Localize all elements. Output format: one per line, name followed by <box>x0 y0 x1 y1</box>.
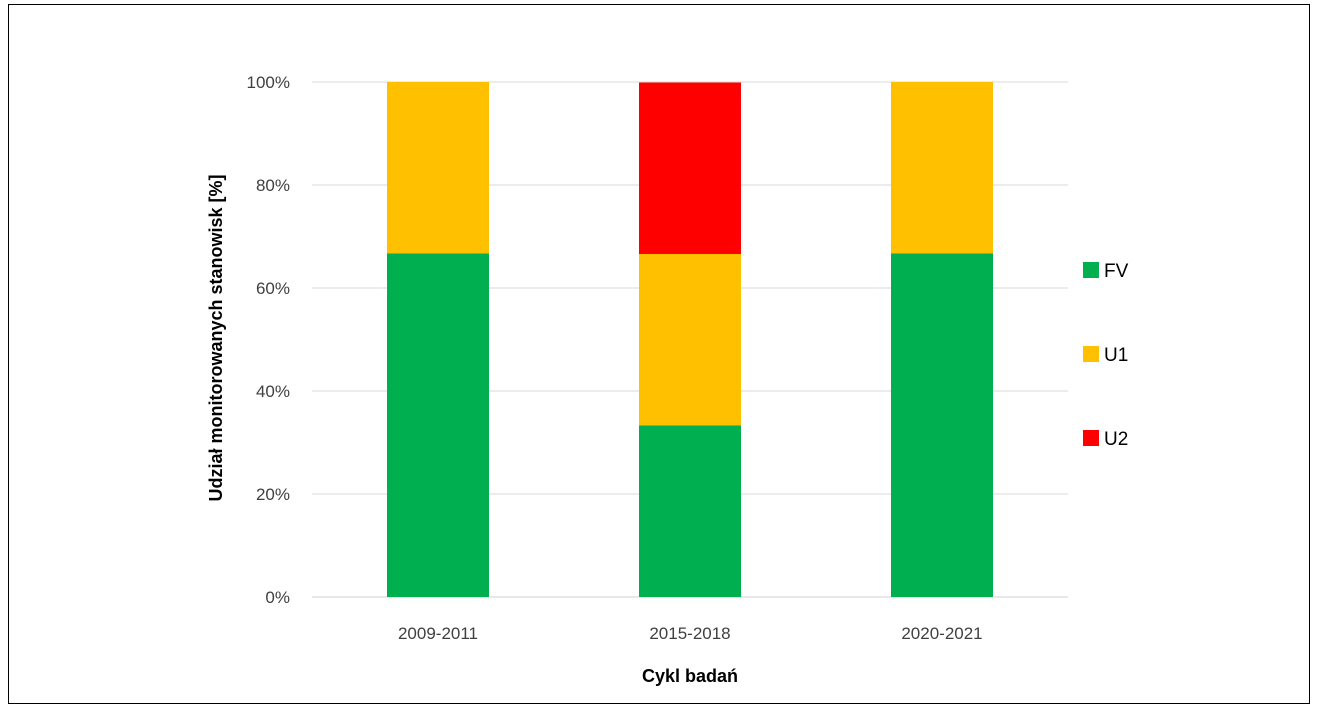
bar-u1-2020-2021 <box>891 82 993 254</box>
legend-label-u2: U2 <box>1104 429 1128 450</box>
y-axis-ticks: 0% 20% 40% 60% 80% 100% <box>247 73 290 607</box>
y-tick-label: 60% <box>256 279 290 298</box>
x-tick-label: 2015-2018 <box>649 624 730 643</box>
y-tick-label: 40% <box>256 382 290 401</box>
legend-label-fv: FV <box>1104 261 1129 282</box>
legend: FV U1 U2 <box>1083 261 1129 450</box>
x-axis-title: Cykl badań <box>642 666 738 686</box>
legend-swatch-u2 <box>1083 430 1099 446</box>
bar-fv-2020-2021 <box>891 253 993 597</box>
x-tick-label: 2020-2021 <box>901 624 982 643</box>
y-tick-label: 0% <box>265 588 290 607</box>
x-axis-ticks: 2009-2011 2015-2018 2020-2021 <box>398 624 983 643</box>
bar-u2-2015-2018 <box>639 82 741 255</box>
bar-u1-2015-2018 <box>639 254 741 426</box>
y-tick-label: 20% <box>256 485 290 504</box>
bar-fv-2015-2018 <box>639 425 741 597</box>
y-tick-label: 80% <box>256 176 290 195</box>
bars <box>387 82 993 597</box>
y-tick-label: 100% <box>247 73 290 92</box>
legend-swatch-fv <box>1083 262 1099 278</box>
legend-label-u1: U1 <box>1104 345 1128 366</box>
y-axis-title: Udział monitorowanych stanowisk [%] <box>206 174 226 501</box>
bar-u1-2009-2011 <box>387 82 489 254</box>
bar-fv-2009-2011 <box>387 253 489 597</box>
x-tick-label: 2009-2011 <box>398 624 478 643</box>
legend-swatch-u1 <box>1083 346 1099 362</box>
